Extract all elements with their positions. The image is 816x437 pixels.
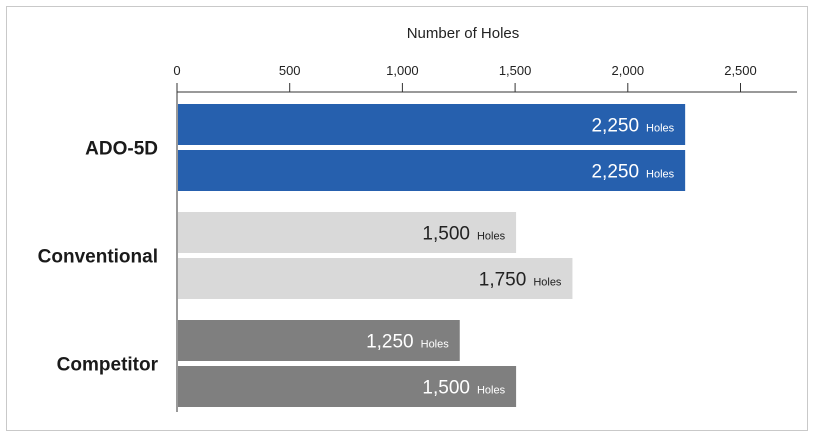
- bar: [178, 104, 686, 145]
- x-tick-label: 500: [279, 63, 301, 78]
- bar-unit: Holes: [477, 385, 506, 397]
- x-axis-title: Number of Holes: [407, 25, 520, 42]
- bar-value-label: 2,250 Holes: [591, 162, 674, 183]
- bar-value-label: 1,750 Holes: [479, 270, 562, 291]
- bar-value-label: 2,250 Holes: [591, 116, 674, 137]
- bar-value: 2,250: [591, 116, 639, 137]
- bar-unit: Holes: [533, 277, 562, 289]
- bar-value-label: 1,500 Holes: [422, 224, 505, 245]
- x-tick-label: 0: [173, 63, 180, 78]
- bar-value: 1,500: [422, 224, 470, 245]
- bar-value-label: 1,500 Holes: [422, 378, 505, 399]
- category-label: ADO-5D: [85, 139, 158, 160]
- bar-value-label: 1,250 Holes: [366, 332, 449, 353]
- bar: [178, 366, 517, 407]
- bar-value: 1,500: [422, 378, 470, 399]
- x-axis-ticks: 0 500 1,000 1,500 2,000 2,500: [173, 63, 757, 92]
- bar-value: 1,750: [479, 270, 527, 291]
- category-label: Competitor: [57, 355, 159, 376]
- bar-unit: Holes: [421, 339, 450, 351]
- bar: [178, 258, 573, 299]
- bar-value: 2,250: [591, 162, 639, 183]
- bars: 2,250 Holes 2,250 Holes 1,500 Holes 1,750 Holes…: [178, 104, 686, 407]
- x-tick-label: 1,000: [386, 63, 419, 78]
- x-tick-label: 2,000: [612, 63, 645, 78]
- bar: [178, 212, 517, 253]
- x-tick-label: 1,500: [499, 63, 532, 78]
- bar: [178, 320, 460, 361]
- bar-unit: Holes: [646, 123, 675, 135]
- bar-unit: Holes: [646, 169, 675, 181]
- bar-value: 1,250: [366, 332, 414, 353]
- bar: [178, 150, 686, 191]
- category-labels: ADO-5D Conventional Competitor: [38, 139, 159, 376]
- bar-unit: Holes: [477, 231, 506, 243]
- category-label: Conventional: [38, 247, 158, 268]
- x-tick-label: 2,500: [724, 63, 757, 78]
